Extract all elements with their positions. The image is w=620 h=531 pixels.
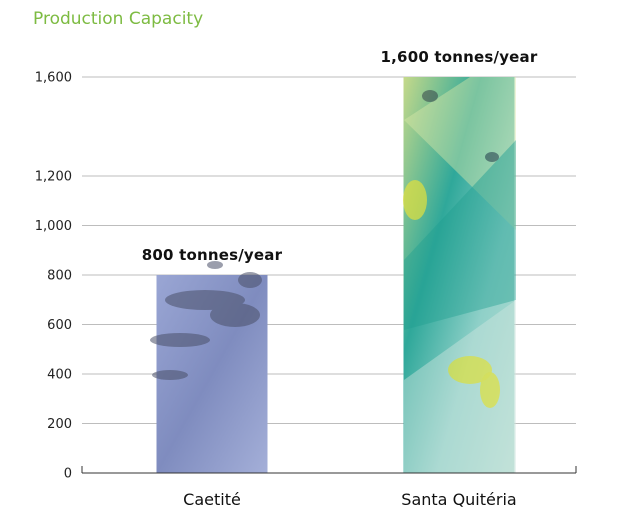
y-tick-label: 1,000 <box>35 219 72 234</box>
chart-title: Production Capacity <box>33 9 204 29</box>
bar <box>403 77 515 473</box>
y-tick-label: 0 <box>64 467 72 482</box>
x-tick-label: Santa Quitéria <box>401 490 516 509</box>
data-label: 800 tonnes/year <box>142 246 283 264</box>
y-tick-label: 1,600 <box>35 71 72 86</box>
data-label: 1,600 tonnes/year <box>381 48 538 66</box>
y-tick-label: 200 <box>47 417 72 432</box>
x-axis <box>81 466 577 474</box>
bars <box>150 77 516 473</box>
y-tick-label: 1,200 <box>35 170 72 185</box>
y-tick-label: 400 <box>47 368 72 383</box>
y-tick-label: 600 <box>47 318 72 333</box>
labels: 0 200 400 600 800 1,000 1,200 1,600 800 tonnes/y… <box>35 48 538 509</box>
bar-texture <box>403 77 516 473</box>
y-tick-label: 800 <box>47 269 72 284</box>
x-tick-label: Caetité <box>183 490 241 509</box>
bar-texture <box>150 261 262 380</box>
